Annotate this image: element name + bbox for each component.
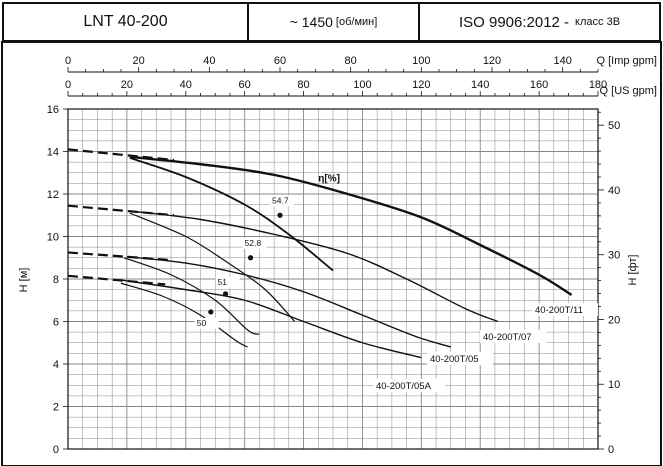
head-curve <box>129 210 499 323</box>
y-left-tick-label: 16 <box>47 104 59 116</box>
x-imp-tick-label: 100 <box>412 55 430 67</box>
efficiency-curve <box>129 157 334 272</box>
x-imp-tick-label: 140 <box>553 55 571 67</box>
efficiency-curve <box>123 257 260 335</box>
y-right-tick-label: 10 <box>608 379 620 391</box>
head-curve <box>120 279 422 359</box>
y-right-tick-label: 30 <box>608 250 620 262</box>
y-left-tick-label: 2 <box>53 402 59 414</box>
efficiency-curve <box>120 282 248 348</box>
y-left-tick-label: 14 <box>47 147 59 159</box>
efficiency-curves <box>120 157 334 348</box>
x-us-tick-label: 100 <box>353 79 371 91</box>
x-imp-tick-label: 60 <box>274 55 286 67</box>
head-curve <box>129 155 573 296</box>
head-curve <box>126 255 451 348</box>
series-label-bg <box>427 352 493 365</box>
y-left-tick-label: 0 <box>53 444 59 456</box>
model-label: LNT 40-200 <box>83 13 168 30</box>
standard-label: ISO 9906:2012 - <box>458 13 570 31</box>
x-us-tick-label: 60 <box>239 79 251 91</box>
x-us-tick-label: 180 <box>589 79 607 91</box>
y-left-axis-label: H [м] <box>18 268 30 293</box>
efficiency-marker-label-bg <box>194 317 219 329</box>
y-left-tick-label: 8 <box>53 274 59 286</box>
efficiency-marker-label-bg <box>270 195 294 207</box>
head-curve-dashed <box>67 274 166 286</box>
y-right-tick-label: 20 <box>608 314 620 326</box>
labels: 40-200T/11 40-200T/07 40-200T/05 40-200T/05… <box>194 173 598 392</box>
efficiency-marker <box>247 255 254 261</box>
x-imp-tick-label: 120 <box>483 55 501 67</box>
x-us-tick-label: 20 <box>121 79 133 91</box>
efficiency-marker-label: 52.8 <box>245 238 262 248</box>
head-curves <box>67 148 573 359</box>
efficiency-curve <box>129 212 296 322</box>
speed-value: ~ 1450 <box>289 14 333 30</box>
x-imp-tick-label: 0 <box>65 55 71 67</box>
series-label: 40-200T/05A <box>376 381 432 392</box>
grid <box>67 108 599 450</box>
series-label: 40-200T/11 <box>535 305 583 316</box>
x-us-axis-label: Q [US gpm] <box>600 85 657 97</box>
efficiency-marker-label: 54.7 <box>272 195 289 205</box>
series-label-bg <box>480 330 546 343</box>
efficiency-marker-label-bg <box>242 237 267 249</box>
x-imp-tick-label: 20 <box>133 55 145 67</box>
y-left-tick-label: 12 <box>47 189 59 201</box>
x-imp-tick-label: 40 <box>203 55 215 67</box>
y-left-tick-label: 10 <box>47 232 59 244</box>
efficiency-marker-label: 51 <box>218 277 228 287</box>
y-right-tick-label: 40 <box>608 185 620 197</box>
efficiency-marker-label: 50 <box>197 318 207 328</box>
series-label: 40-200T/07 <box>483 332 532 343</box>
x-us-tick-label: 140 <box>471 79 489 91</box>
outer-frame <box>1 41 662 466</box>
standard-class: класс 3B <box>575 16 621 28</box>
efficiency-label: η[%] <box>318 173 340 184</box>
head-curve-dashed <box>67 148 175 162</box>
x-imp-axis-label: Q [Imp gpm] <box>596 55 657 67</box>
series-label: 40-200T/05 <box>430 354 479 365</box>
x-us-tick-label: 0 <box>65 79 71 91</box>
x-us-tick-label: 160 <box>530 79 548 91</box>
speed-unit: [об/мин] <box>335 16 378 28</box>
y-left-tick-label: 6 <box>53 317 59 329</box>
x-us-tick-label: 40 <box>180 79 192 91</box>
y-left-tick-label: 4 <box>53 359 59 371</box>
series-label-bg <box>373 379 445 392</box>
y-right-tick-label: 0 <box>608 444 614 456</box>
efficiency-marker <box>277 212 283 218</box>
efficiency-marker-label-bg <box>215 276 240 288</box>
y-right-axis-label: H [фт] <box>627 255 639 286</box>
x-us-tick-label: 120 <box>412 79 430 91</box>
x-imp-tick-label: 80 <box>345 55 357 67</box>
efficiency-marker <box>208 309 214 315</box>
series-label-bg <box>532 303 598 316</box>
x-us-tick-label: 80 <box>297 79 309 91</box>
efficiency-marker <box>222 291 229 297</box>
y-right-tick-label: 50 <box>608 120 620 132</box>
